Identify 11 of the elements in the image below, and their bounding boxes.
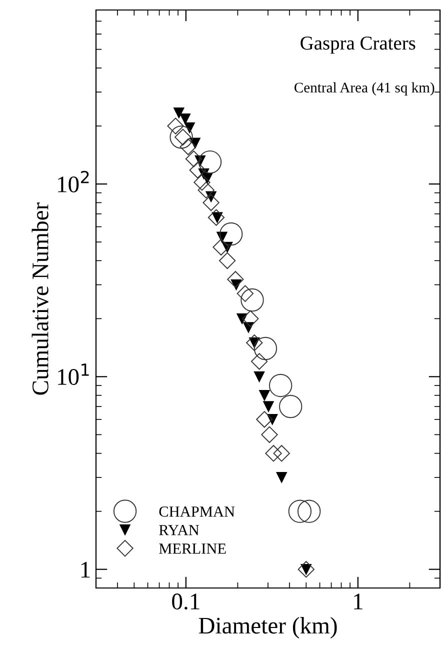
- y-tick-label: 10$^{1}$: [58, 364, 89, 385]
- x-axis-title: Diameter (km): [198, 617, 337, 638]
- legend-label: RYAN: [159, 525, 200, 536]
- y-tick-label: 1: [81, 562, 90, 578]
- y-tick-label: 10$^{2}$: [58, 170, 89, 192]
- legend-label: CHAPMAN: [159, 506, 235, 517]
- y-axis-title: Cumulative Number: [32, 202, 48, 395]
- x-tick-label: 0.1: [172, 594, 200, 610]
- legend-label: MERLINE: [159, 544, 226, 554]
- text: Central Area (41 sq km): [294, 82, 434, 96]
- text: Gaspra Craters: [300, 36, 416, 54]
